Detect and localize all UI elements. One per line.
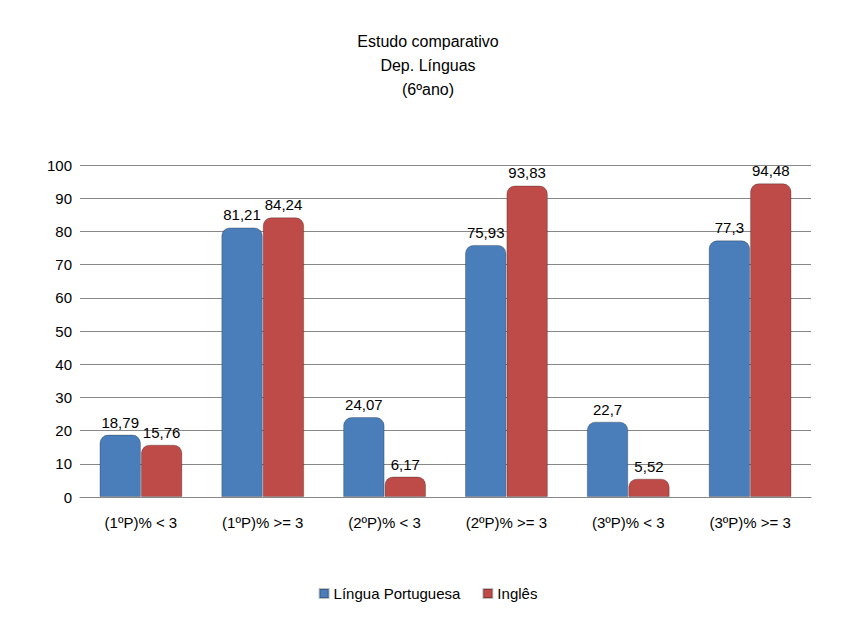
svg-text:80: 80 [55,223,72,240]
svg-text:81,21: 81,21 [223,206,261,223]
svg-text:(2ºP)% >= 3: (2ºP)% >= 3 [466,514,547,531]
svg-text:(1ºP)% < 3: (1ºP)% < 3 [105,514,178,531]
svg-text:15,76: 15,76 [143,424,181,441]
svg-text:40: 40 [55,356,72,373]
svg-text:100: 100 [47,157,72,174]
svg-text:75,93: 75,93 [467,224,505,241]
svg-text:30: 30 [55,389,72,406]
svg-text:Língua Portuguesa: Língua Portuguesa [334,585,461,602]
svg-text:10: 10 [55,455,72,472]
svg-text:(3ºP)% < 3: (3ºP)% < 3 [592,514,665,531]
svg-text:94,48: 94,48 [752,162,790,179]
svg-text:5,52: 5,52 [634,458,663,475]
svg-text:20: 20 [55,422,72,439]
svg-text:6,17: 6,17 [391,456,420,473]
svg-text:0: 0 [64,489,72,506]
svg-text:(1ºP)% >= 3: (1ºP)% >= 3 [222,514,303,531]
svg-text:93,83: 93,83 [508,164,546,181]
svg-text:70: 70 [55,256,72,273]
svg-text:84,24: 84,24 [265,196,303,213]
svg-text:Dep. Línguas: Dep. Línguas [380,57,475,74]
svg-text:24,07: 24,07 [345,396,383,413]
svg-text:90: 90 [55,190,72,207]
svg-text:Estudo comparativo: Estudo comparativo [357,33,499,50]
svg-text:(2ºP)% < 3: (2ºP)% < 3 [348,514,421,531]
svg-text:22,7: 22,7 [593,401,622,418]
svg-text:18,79: 18,79 [101,414,139,431]
svg-text:77,3: 77,3 [715,219,744,236]
svg-text:50: 50 [55,323,72,340]
svg-text:(3ºP)% >= 3: (3ºP)% >= 3 [709,514,790,531]
svg-text:60: 60 [55,289,72,306]
svg-text:(6ºano): (6ºano) [402,81,454,98]
svg-text:Inglês: Inglês [497,585,537,602]
